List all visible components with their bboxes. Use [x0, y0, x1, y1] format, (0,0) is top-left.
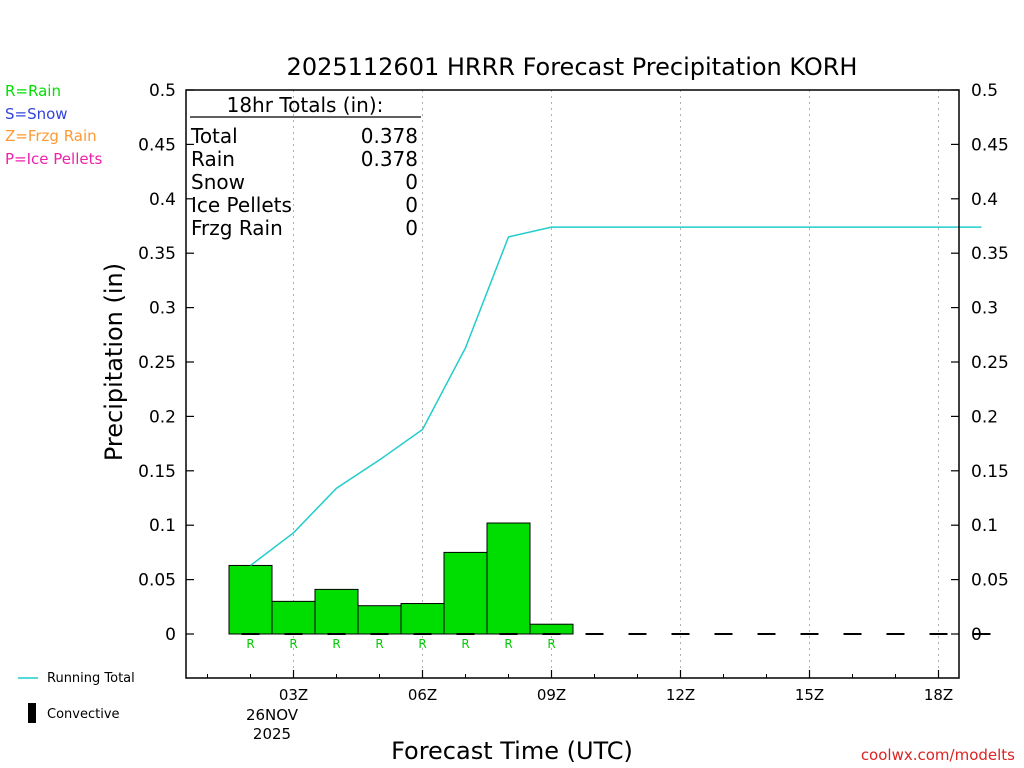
series-legend: Running Total Convective — [18, 671, 135, 723]
precip-type-label-2: R — [332, 637, 340, 651]
legend-ice-pellets: P=Ice Pellets — [5, 150, 102, 168]
precip-bar-4 — [400, 603, 445, 635]
y-tick-label-left-4: 0.2 — [149, 407, 176, 427]
precip-type-label-1: R — [289, 637, 297, 651]
x-tick-label-1: 06Z — [408, 686, 437, 704]
totals-label-rain: Rain — [191, 147, 235, 171]
y-tick-label-right-2: 0.1 — [971, 516, 998, 536]
y-tick-label-left-6: 0.3 — [149, 299, 176, 319]
y-tick-label-left-0: 0 — [165, 625, 176, 645]
precip-type-label-4: R — [418, 637, 426, 651]
date-year-label: 2025 — [253, 725, 291, 743]
x-axis: 03Z 06Z 09Z 12Z 15Z 18Z — [207, 670, 953, 704]
y-tick-label-right-7: 0.35 — [971, 244, 1009, 264]
convective-legend-swatch — [28, 703, 36, 723]
y-tick-label-right-10: 0.5 — [971, 81, 998, 101]
totals-value-snow: 0 — [405, 170, 418, 194]
x-tick-label-3: 12Z — [666, 686, 695, 704]
totals-value-rain: 0.378 — [361, 147, 418, 171]
y-tick-label-left-5: 0.25 — [138, 353, 176, 373]
y-axis-title: Precipitation (in) — [100, 263, 128, 461]
precip-bar-5 — [443, 551, 488, 635]
legend-rain: R=Rain — [5, 82, 61, 100]
y-tick-label-right-0: 0 — [971, 625, 982, 645]
y-tick-label-right-1: 0.05 — [971, 571, 1009, 591]
totals-box: 18hr Totals (in): Total 0.378 Rain 0.378… — [190, 93, 421, 240]
totals-label-total: Total — [190, 124, 238, 148]
bar-series — [228, 522, 574, 635]
precip-bar-1 — [271, 600, 316, 635]
y-axis-right: 0 0.05 0.1 0.15 0.2 0.25 0.3 0.35 0.4 0.45 0.5 — [951, 81, 1009, 645]
y-tick-label-right-5: 0.25 — [971, 353, 1009, 373]
precip-type-label-3: R — [375, 637, 383, 651]
totals-label-frzg-rain: Frzg Rain — [191, 216, 283, 240]
totals-value-total: 0.378 — [361, 124, 418, 148]
precip-type-label-5: R — [461, 637, 469, 651]
precip-bar-3 — [357, 605, 402, 635]
y-tick-label-right-4: 0.2 — [971, 407, 998, 427]
precip-type-label-0: R — [246, 637, 254, 651]
totals-value-frzg-rain: 0 — [405, 216, 418, 240]
totals-label-ice-pellets: Ice Pellets — [191, 193, 292, 217]
running-total-series — [250, 226, 982, 567]
x-tick-label-5: 18Z — [924, 686, 953, 704]
x-axis-title: Forecast Time (UTC) — [391, 737, 633, 765]
x-tick-label-0: 03Z — [279, 686, 308, 704]
y-tick-label-left-2: 0.1 — [149, 516, 176, 536]
x-tick-label-4: 15Z — [795, 686, 824, 704]
x-tick-label-2: 09Z — [537, 686, 566, 704]
y-tick-label-left-1: 0.05 — [138, 571, 176, 591]
plot-frame — [185, 89, 960, 679]
credit-text: coolwx.com/modelts — [861, 746, 1015, 764]
y-tick-label-right-6: 0.3 — [971, 299, 998, 319]
totals-header: 18hr Totals (in): — [227, 93, 384, 117]
precip-bar-6 — [486, 522, 531, 635]
legend-snow: S=Snow — [5, 105, 68, 123]
y-tick-label-right-9: 0.45 — [971, 135, 1009, 155]
y-tick-label-right-8: 0.4 — [971, 190, 998, 210]
precip-type-label-7: R — [547, 637, 555, 651]
y-tick-label-right-3: 0.15 — [971, 462, 1009, 482]
y-tick-label-left-9: 0.45 — [138, 135, 176, 155]
precip-bar-2 — [314, 588, 359, 635]
y-axis-left: 0 0.05 0.1 0.15 0.2 0.25 0.3 0.35 0.4 0.45 0.5 — [138, 81, 194, 645]
y-tick-label-left-8: 0.4 — [149, 190, 176, 210]
precip-bar-0 — [228, 564, 273, 635]
running-total-line — [250, 226, 982, 567]
date-day-label: 26NOV — [246, 706, 299, 724]
convective-legend-label: Convective — [47, 707, 120, 722]
type-legend: R=Rain S=Snow Z=Frzg Rain P=Ice Pellets — [5, 82, 102, 168]
legend-frzg-rain: Z=Frzg Rain — [5, 127, 97, 145]
y-tick-label-left-3: 0.15 — [138, 462, 176, 482]
y-tick-label-left-7: 0.35 — [138, 244, 176, 264]
y-tick-label-left-10: 0.5 — [149, 81, 176, 101]
totals-value-ice-pellets: 0 — [405, 193, 418, 217]
chart-title: 2025112601 HRRR Forecast Precipitation K… — [287, 53, 858, 81]
precip-type-label-6: R — [504, 637, 512, 651]
precip-bar-7 — [529, 623, 574, 635]
running-total-legend-label: Running Total — [47, 671, 135, 686]
grid-lines — [293, 90, 939, 678]
totals-label-snow: Snow — [191, 170, 245, 194]
